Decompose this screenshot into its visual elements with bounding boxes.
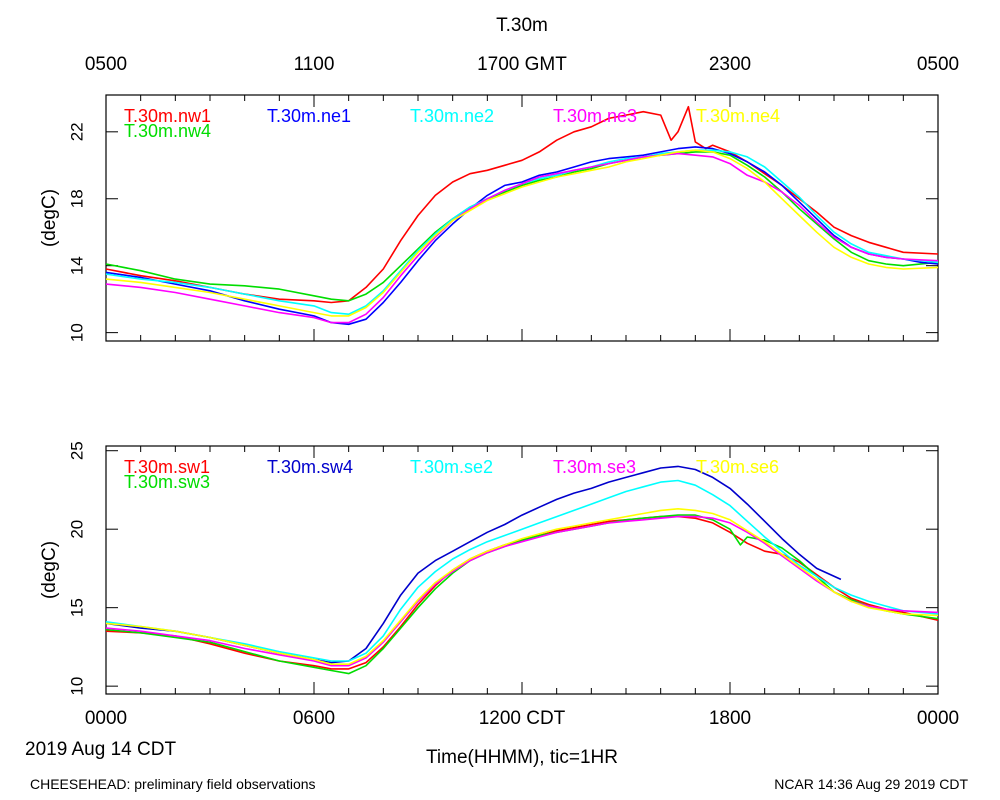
x-axis-label: Time(HHMM), tic=1HR — [426, 747, 618, 768]
series-line-T-30m-ne2 — [105, 149, 939, 316]
legend-entry: T.30m.ne4 — [696, 106, 780, 126]
top-time-axis: 0500 1100 1700 GMT 2300 0500 — [85, 54, 959, 75]
series-line-T-30m-ne4 — [105, 149, 939, 317]
series-line-T-30m-ne1 — [105, 146, 939, 326]
legend-entry: T.30m.ne1 — [267, 106, 351, 126]
footer-left: CHEESEHEAD: preliminary field observatio… — [30, 776, 316, 792]
top-tick-label: 0500 — [917, 54, 959, 75]
top-tick-label: 1700 GMT — [477, 54, 567, 75]
legend-entry: T.30m.ne2 — [410, 106, 494, 126]
y-tick-label: 15 — [67, 598, 86, 617]
series-line-T-30m-se6 — [105, 507, 939, 666]
date-label: 2019 Aug 14 CDT — [25, 739, 176, 760]
bottom-tick-label: 0000 — [85, 708, 127, 729]
series-line-T-30m-se3 — [105, 515, 939, 667]
bottom-tick-label: 0600 — [293, 708, 335, 729]
bottom-tick-label: 1200 CDT — [479, 708, 566, 729]
legend-entry: T.30m.se3 — [553, 457, 636, 477]
footer-right: NCAR 14:36 Aug 29 2019 CDT — [774, 776, 968, 792]
y-tick-label: 14 — [67, 256, 86, 275]
legend-entry: T.30m.sw3 — [124, 472, 210, 492]
bottom-time-axis: 0000 0600 1200 CDT 1800 0000 2019 Aug 14… — [25, 708, 959, 768]
y-tick-label: 10 — [67, 323, 86, 342]
y-tick-label: 20 — [67, 520, 86, 539]
top-tick-label: 1100 — [294, 54, 335, 75]
bottom-tick-label: 1800 — [709, 708, 751, 729]
series-line-T-30m-se2 — [105, 479, 939, 662]
top-tick-label: 0500 — [85, 54, 127, 75]
legend-entry: T.30m.nw1 — [124, 106, 211, 126]
series-line-T-30m-nw4 — [105, 151, 939, 302]
y-axis-label: (degC) — [39, 541, 60, 599]
legend-entry: T.30m.nw4 — [124, 121, 211, 141]
bottom-tick-label: 0000 — [917, 708, 959, 729]
series-line-T-30m-sw4 — [105, 465, 842, 664]
y-tick-label: 25 — [67, 441, 86, 460]
y-axis-label: (degC) — [39, 189, 60, 247]
y-tick-label: 22 — [67, 122, 86, 141]
legend-entry: T.30m.se6 — [696, 457, 779, 477]
legend-entry: T.30m.ne3 — [553, 106, 637, 126]
series-line-T-30m-nw1 — [105, 105, 939, 304]
plot-frame — [105, 445, 939, 695]
series-line-T-30m-ne3 — [105, 152, 939, 324]
top-tick-label: 2300 — [709, 54, 751, 75]
legend-entry: T.30m.sw4 — [267, 457, 353, 477]
legend-entry: T.30m.se2 — [410, 457, 493, 477]
figure-title: T.30m — [496, 15, 548, 36]
legend-entry: T.30m.sw1 — [124, 457, 210, 477]
y-tick-label: 18 — [67, 189, 86, 208]
y-tick-label: 10 — [67, 677, 86, 696]
